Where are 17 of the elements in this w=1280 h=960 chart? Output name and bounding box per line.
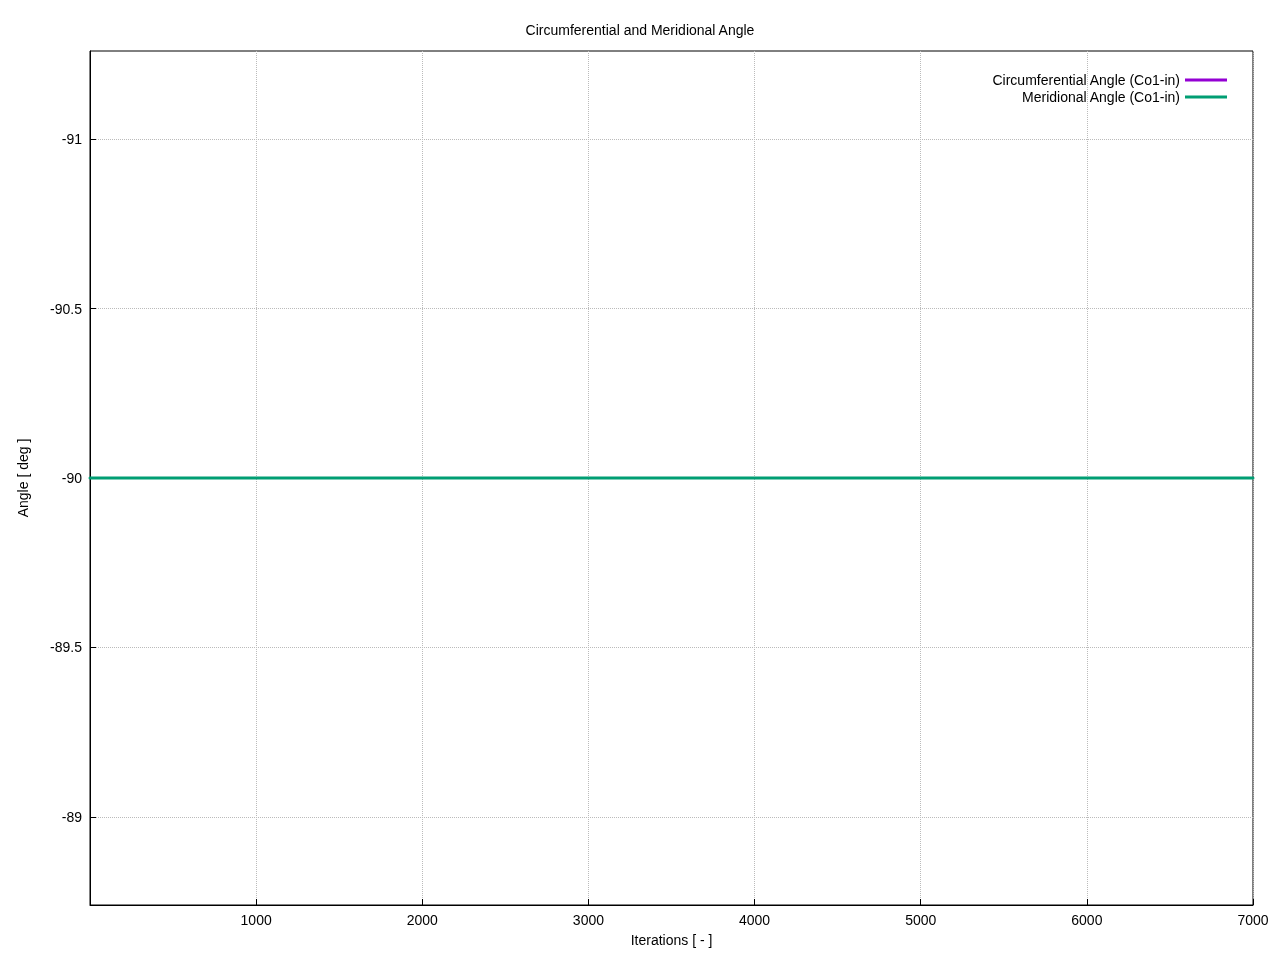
x-tick-label: 4000	[738, 912, 771, 928]
x-tick-label: 6000	[1071, 912, 1103, 928]
x-tick-label: 2000	[406, 912, 439, 928]
x-tick-label: 3000	[572, 912, 605, 928]
x-tick-label: 7000	[1237, 912, 1269, 928]
y-tick-label: -91	[61, 131, 83, 148]
y-axis-title: Angle [ deg ]	[15, 438, 31, 518]
chart-title: Circumferential and Meridional Angle	[525, 22, 755, 38]
y-tick-label: -90	[61, 470, 83, 486]
y-tick-label: -89	[61, 808, 83, 825]
legend-label: Circumferential Angle (Co1-in)	[992, 72, 1180, 88]
y-tick-label: -90.5	[50, 300, 83, 317]
x-tick-label: 5000	[905, 912, 937, 928]
y-tick-label: -89.5	[50, 639, 83, 656]
x-tick-label: 1000	[240, 912, 272, 928]
legend-label: Meridional Angle (Co1-in)	[1022, 89, 1180, 105]
x-axis-title: Iterations [ - ]	[630, 932, 713, 948]
